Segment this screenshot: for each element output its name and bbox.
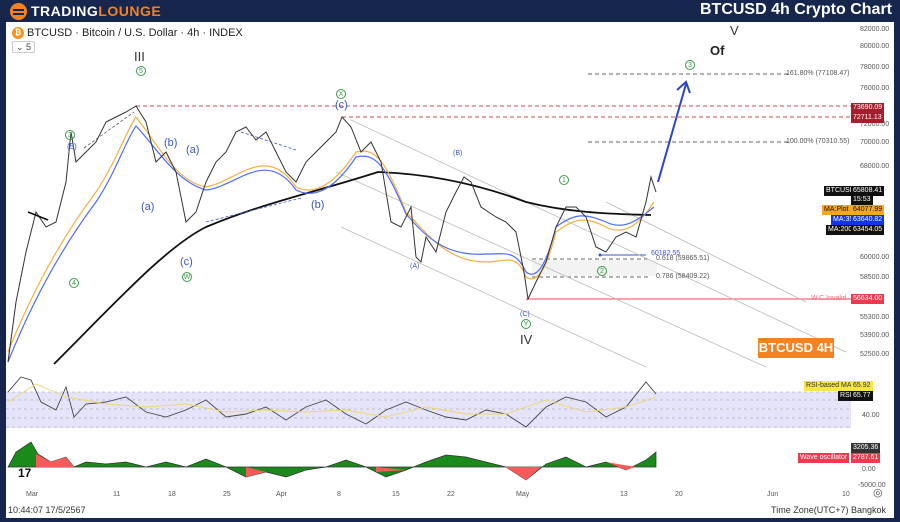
wave-circle-X: X — [336, 89, 346, 99]
rsi-value: 65.77 — [851, 391, 873, 401]
wave-circle-3: 3 — [65, 130, 75, 140]
wave-label-c1: (c) — [180, 256, 193, 268]
time-tick: 11 — [113, 491, 121, 498]
wave-osc-upper: 3205.36 — [851, 443, 881, 453]
resistance-tag-1: 73690.09 — [851, 103, 885, 113]
rsi-tick-40: 40.00 — [862, 412, 880, 419]
wave-label-III: III — [134, 49, 145, 64]
wave-label-V: V — [730, 23, 739, 38]
price-tick: 72000.00 — [860, 121, 890, 128]
price-tick: 80000.00 — [860, 43, 890, 50]
fib-618-label: 0.618 (59865.51) — [656, 255, 710, 262]
wave-label-c2: (c) — [335, 99, 348, 111]
price-tick: 68000.00 — [860, 163, 890, 170]
header-bar: TRADING LOUNGE BTCUSD 4h Crypto Chart — [0, 0, 900, 22]
price-tick: 78000.00 — [860, 64, 890, 71]
rsi-ma-value: 65.92 — [851, 381, 873, 391]
price-tick: 58500.00 — [860, 274, 890, 281]
price-tick: 70000.00 — [860, 139, 890, 146]
btcusd-price-tag: 65808.41 — [851, 186, 885, 196]
price-tick: 82000.00 — [860, 26, 890, 33]
timestamp: 10:44:07 17/5/2567 — [8, 505, 86, 515]
symbol-description: BTCUSD · Bitcoin / U.S. Dollar · 4h · IN… — [27, 27, 243, 39]
price-tick: 52500.00 — [860, 351, 890, 358]
ma-plot-label: MA:Plot — [822, 205, 851, 215]
fib-100-label: 100.00% (70310.55) — [786, 138, 850, 145]
wave-label-a2: (a) — [141, 201, 155, 213]
wave-label-b1: (b) — [164, 137, 178, 149]
wc-invalid-value: 56634.00 — [851, 294, 885, 304]
resistance-tag-2: 72711.13 — [851, 113, 884, 123]
wave-tick-0: 0.00 — [862, 466, 876, 473]
price-tick: 53900.00 — [860, 332, 890, 339]
ma200-value: 63454.05 — [851, 225, 885, 235]
time-tick: 18 — [168, 491, 176, 498]
wc-invalid-label: W.C.Invalid — [811, 295, 847, 302]
wave-tick-neg: -5000.00 — [858, 482, 886, 489]
ma35-value: 63640.82 — [851, 215, 885, 225]
settings-icon[interactable]: ◎ — [873, 487, 883, 499]
fib-161-label: 161.80% (77108.47) — [786, 70, 850, 77]
wave-circle-3-target: 3 — [685, 60, 695, 70]
time-tick: Mar — [26, 491, 39, 498]
price-tick: 60000.00 — [860, 254, 890, 261]
chart-title: BTCUSD 4h Crypto Chart — [699, 1, 892, 18]
rsi-ma-label: RSI-based MA — [804, 381, 854, 391]
wave-label-A: (A) — [410, 263, 420, 270]
footer-bar: 10:44:07 17/5/2567 Time Zone(UTC+7) Bang… — [6, 504, 894, 518]
wave-circle-Y: Y — [521, 319, 531, 329]
time-tick: 25 — [223, 491, 231, 498]
ma-plot-value: 64077.99 — [851, 205, 885, 215]
wave-osc-label: Wave oscillator — [798, 453, 850, 463]
wave-circle-2: 2 — [597, 266, 607, 276]
ma200-label: MA:200 — [826, 225, 855, 235]
fib-786-label: 0.786 (58409.22) — [656, 273, 710, 280]
wave-label-IV: IV — [520, 332, 533, 347]
btcusd-4h-banner: BTCUSD 4H — [758, 338, 834, 358]
time-tick: Apr — [276, 491, 287, 498]
bitcoin-icon: ₿ — [12, 27, 24, 39]
price-tick: 76000.00 — [860, 85, 890, 92]
wave-circle-5: 5 — [136, 66, 146, 76]
ma35-label: MA:35 — [831, 215, 856, 225]
collapse-indicators-button[interactable]: ⌄ 5 — [12, 41, 36, 53]
wave-label-p5: (5) — [67, 142, 77, 151]
rsi-label: RSI — [838, 391, 854, 401]
tradinglounge-logo: TRADING LOUNGE — [10, 2, 161, 20]
time-tick: 10 — [842, 491, 850, 498]
wave-circle-1: 1 — [559, 175, 569, 185]
chart-canvas[interactable]: 17 ₿ BTCUSD · Bitcoin / U.S. Dollar · 4h… — [6, 22, 894, 504]
btcusd-tag-label: BTCUSD — [824, 186, 857, 196]
wave-circle-4: 4 — [69, 278, 79, 288]
wave-label-C: (C) — [520, 311, 530, 318]
chart-svg: 17 — [6, 73, 851, 481]
wave-osc-value: 2787.61 — [851, 453, 881, 463]
logo-icon — [10, 2, 27, 20]
svg-text:17: 17 — [18, 466, 32, 480]
time-tick: 8 — [337, 491, 341, 498]
timezone-label[interactable]: Time Zone(UTC+7) Bangkok — [771, 505, 886, 515]
time-tick: Jun — [767, 491, 779, 498]
logo-text-trading: TRADING — [31, 3, 99, 19]
candle-countdown: 15:53 — [851, 195, 873, 205]
time-tick: 15 — [392, 491, 400, 498]
wave-circle-W: W — [182, 272, 192, 282]
wave-label-a1: (a) — [186, 144, 200, 156]
wave-label-Of: Of — [710, 43, 725, 58]
wave-label-B: (B) — [453, 150, 463, 157]
low-price-mark: 60182.55 — [651, 250, 681, 257]
symbol-info: ₿ BTCUSD · Bitcoin / U.S. Dollar · 4h · … — [12, 27, 243, 39]
time-tick: 20 — [675, 491, 683, 498]
time-tick: May — [516, 491, 530, 498]
price-tick: 55300.00 — [860, 314, 890, 321]
time-tick: 22 — [447, 491, 455, 498]
time-tick: 13 — [620, 491, 628, 498]
wave-label-b2: (b) — [311, 199, 325, 211]
logo-text-lounge: LOUNGE — [98, 3, 162, 19]
